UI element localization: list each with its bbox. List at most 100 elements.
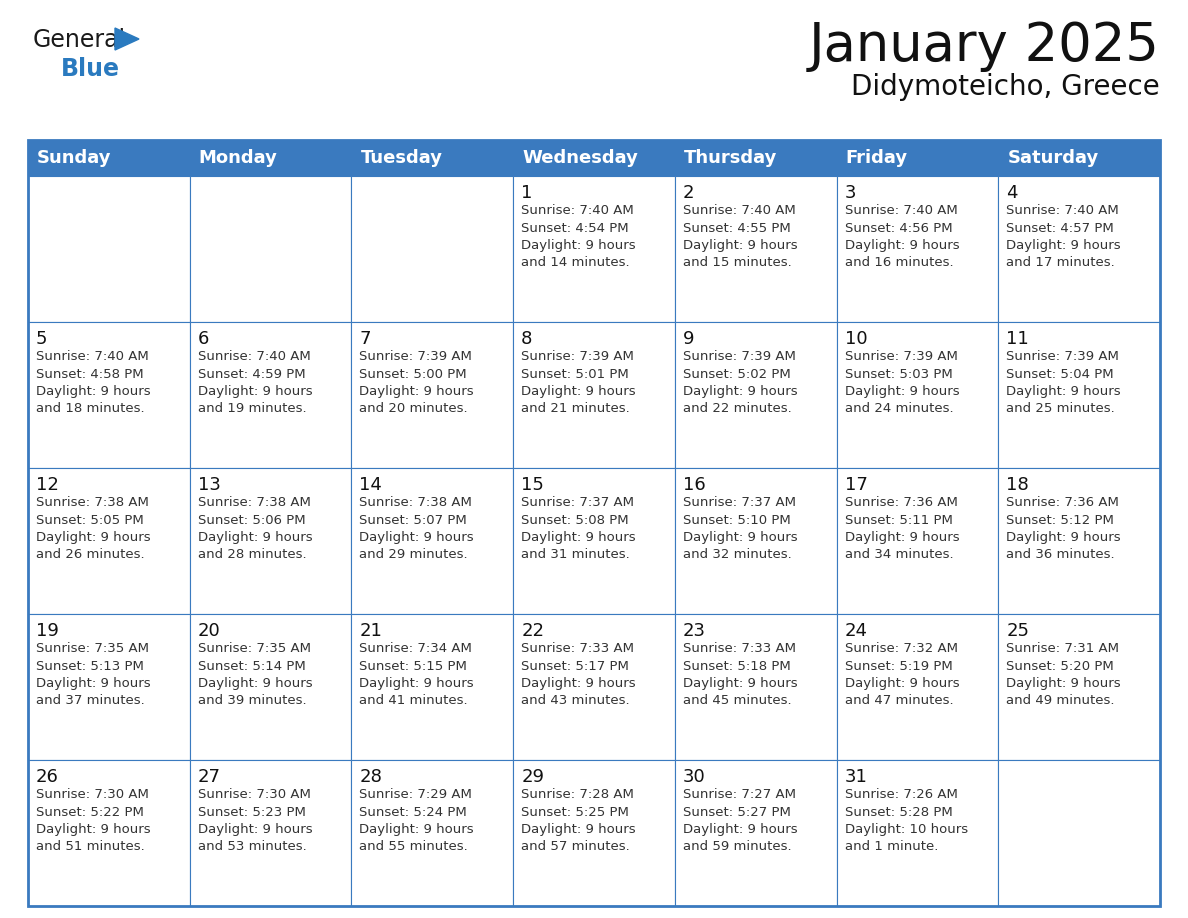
Bar [190, 614, 352, 760]
Bar [836, 322, 998, 468]
Bar [29, 760, 190, 906]
Bar [513, 614, 675, 760]
Bar [352, 468, 513, 614]
Bar [190, 322, 352, 468]
Bar [836, 140, 998, 176]
Bar [352, 760, 513, 906]
Bar [29, 140, 190, 176]
Text: Wednesday: Wednesday [523, 149, 638, 167]
Text: Didymoteicho, Greece: Didymoteicho, Greece [852, 73, 1159, 101]
Text: Sunrise: 7:40 AM
Sunset: 4:58 PM
Daylight: 9 hours
and 18 minutes.: Sunrise: 7:40 AM Sunset: 4:58 PM Dayligh… [36, 350, 151, 416]
Bar [998, 140, 1159, 176]
Text: 19: 19 [36, 622, 59, 640]
Text: 23: 23 [683, 622, 706, 640]
Bar [675, 322, 836, 468]
Bar [675, 468, 836, 614]
Bar [675, 176, 836, 322]
Text: 30: 30 [683, 768, 706, 786]
Bar [998, 322, 1159, 468]
Text: Sunrise: 7:32 AM
Sunset: 5:19 PM
Daylight: 9 hours
and 47 minutes.: Sunrise: 7:32 AM Sunset: 5:19 PM Dayligh… [845, 642, 959, 708]
Text: Sunrise: 7:36 AM
Sunset: 5:11 PM
Daylight: 9 hours
and 34 minutes.: Sunrise: 7:36 AM Sunset: 5:11 PM Dayligh… [845, 496, 959, 562]
Text: Sunrise: 7:39 AM
Sunset: 5:02 PM
Daylight: 9 hours
and 22 minutes.: Sunrise: 7:39 AM Sunset: 5:02 PM Dayligh… [683, 350, 797, 416]
Bar [190, 140, 352, 176]
Bar [675, 614, 836, 760]
Text: 11: 11 [1006, 330, 1029, 348]
Text: 1: 1 [522, 184, 532, 202]
Text: Sunrise: 7:35 AM
Sunset: 5:14 PM
Daylight: 9 hours
and 39 minutes.: Sunrise: 7:35 AM Sunset: 5:14 PM Dayligh… [197, 642, 312, 708]
Text: 9: 9 [683, 330, 694, 348]
Text: Sunrise: 7:34 AM
Sunset: 5:15 PM
Daylight: 9 hours
and 41 minutes.: Sunrise: 7:34 AM Sunset: 5:15 PM Dayligh… [360, 642, 474, 708]
Text: 16: 16 [683, 476, 706, 494]
Text: 17: 17 [845, 476, 867, 494]
Bar [998, 760, 1159, 906]
Bar [998, 614, 1159, 760]
Text: Blue: Blue [61, 57, 120, 81]
Text: 27: 27 [197, 768, 221, 786]
Text: Friday: Friday [846, 149, 908, 167]
Text: 21: 21 [360, 622, 383, 640]
Text: 20: 20 [197, 622, 221, 640]
Text: 8: 8 [522, 330, 532, 348]
Text: 5: 5 [36, 330, 48, 348]
Text: General: General [33, 28, 126, 52]
Text: 22: 22 [522, 622, 544, 640]
Text: 29: 29 [522, 768, 544, 786]
Text: Sunrise: 7:26 AM
Sunset: 5:28 PM
Daylight: 10 hours
and 1 minute.: Sunrise: 7:26 AM Sunset: 5:28 PM Dayligh… [845, 788, 968, 854]
Text: 4: 4 [1006, 184, 1018, 202]
Text: Sunrise: 7:33 AM
Sunset: 5:17 PM
Daylight: 9 hours
and 43 minutes.: Sunrise: 7:33 AM Sunset: 5:17 PM Dayligh… [522, 642, 636, 708]
Bar [998, 468, 1159, 614]
Text: Thursday: Thursday [684, 149, 777, 167]
Text: 26: 26 [36, 768, 59, 786]
Text: Sunrise: 7:40 AM
Sunset: 4:59 PM
Daylight: 9 hours
and 19 minutes.: Sunrise: 7:40 AM Sunset: 4:59 PM Dayligh… [197, 350, 312, 416]
Bar [29, 140, 1159, 906]
Polygon shape [115, 28, 139, 50]
Text: Sunrise: 7:39 AM
Sunset: 5:00 PM
Daylight: 9 hours
and 20 minutes.: Sunrise: 7:39 AM Sunset: 5:00 PM Dayligh… [360, 350, 474, 416]
Text: Monday: Monday [198, 149, 278, 167]
Bar [29, 468, 190, 614]
Text: Sunrise: 7:39 AM
Sunset: 5:03 PM
Daylight: 9 hours
and 24 minutes.: Sunrise: 7:39 AM Sunset: 5:03 PM Dayligh… [845, 350, 959, 416]
Text: 13: 13 [197, 476, 221, 494]
Text: Sunrise: 7:36 AM
Sunset: 5:12 PM
Daylight: 9 hours
and 36 minutes.: Sunrise: 7:36 AM Sunset: 5:12 PM Dayligh… [1006, 496, 1121, 562]
Text: Sunrise: 7:35 AM
Sunset: 5:13 PM
Daylight: 9 hours
and 37 minutes.: Sunrise: 7:35 AM Sunset: 5:13 PM Dayligh… [36, 642, 151, 708]
Text: Sunrise: 7:28 AM
Sunset: 5:25 PM
Daylight: 9 hours
and 57 minutes.: Sunrise: 7:28 AM Sunset: 5:25 PM Dayligh… [522, 788, 636, 854]
Text: 14: 14 [360, 476, 383, 494]
Text: 12: 12 [36, 476, 59, 494]
Text: 25: 25 [1006, 622, 1029, 640]
Text: 18: 18 [1006, 476, 1029, 494]
Text: Sunrise: 7:40 AM
Sunset: 4:56 PM
Daylight: 9 hours
and 16 minutes.: Sunrise: 7:40 AM Sunset: 4:56 PM Dayligh… [845, 204, 959, 270]
Text: Sunrise: 7:27 AM
Sunset: 5:27 PM
Daylight: 9 hours
and 59 minutes.: Sunrise: 7:27 AM Sunset: 5:27 PM Dayligh… [683, 788, 797, 854]
Bar [190, 468, 352, 614]
Text: Sunrise: 7:31 AM
Sunset: 5:20 PM
Daylight: 9 hours
and 49 minutes.: Sunrise: 7:31 AM Sunset: 5:20 PM Dayligh… [1006, 642, 1121, 708]
Text: 2: 2 [683, 184, 694, 202]
Bar [513, 322, 675, 468]
Bar [352, 140, 513, 176]
Bar [352, 322, 513, 468]
Bar [513, 176, 675, 322]
Bar [513, 140, 675, 176]
Text: Sunrise: 7:40 AM
Sunset: 4:54 PM
Daylight: 9 hours
and 14 minutes.: Sunrise: 7:40 AM Sunset: 4:54 PM Dayligh… [522, 204, 636, 270]
Text: Sunrise: 7:37 AM
Sunset: 5:08 PM
Daylight: 9 hours
and 31 minutes.: Sunrise: 7:37 AM Sunset: 5:08 PM Dayligh… [522, 496, 636, 562]
Bar [190, 176, 352, 322]
Bar [190, 760, 352, 906]
Text: Sunrise: 7:39 AM
Sunset: 5:01 PM
Daylight: 9 hours
and 21 minutes.: Sunrise: 7:39 AM Sunset: 5:01 PM Dayligh… [522, 350, 636, 416]
Text: Tuesday: Tuesday [360, 149, 442, 167]
Text: 28: 28 [360, 768, 383, 786]
Text: Sunrise: 7:30 AM
Sunset: 5:23 PM
Daylight: 9 hours
and 53 minutes.: Sunrise: 7:30 AM Sunset: 5:23 PM Dayligh… [197, 788, 312, 854]
Bar [836, 760, 998, 906]
Text: 15: 15 [522, 476, 544, 494]
Text: Sunrise: 7:40 AM
Sunset: 4:57 PM
Daylight: 9 hours
and 17 minutes.: Sunrise: 7:40 AM Sunset: 4:57 PM Dayligh… [1006, 204, 1121, 270]
Bar [513, 760, 675, 906]
Bar [29, 614, 190, 760]
Bar [352, 614, 513, 760]
Text: Sunrise: 7:30 AM
Sunset: 5:22 PM
Daylight: 9 hours
and 51 minutes.: Sunrise: 7:30 AM Sunset: 5:22 PM Dayligh… [36, 788, 151, 854]
Text: Sunrise: 7:29 AM
Sunset: 5:24 PM
Daylight: 9 hours
and 55 minutes.: Sunrise: 7:29 AM Sunset: 5:24 PM Dayligh… [360, 788, 474, 854]
Bar [352, 176, 513, 322]
Text: Sunrise: 7:40 AM
Sunset: 4:55 PM
Daylight: 9 hours
and 15 minutes.: Sunrise: 7:40 AM Sunset: 4:55 PM Dayligh… [683, 204, 797, 270]
Bar [675, 140, 836, 176]
Bar [675, 760, 836, 906]
Text: 31: 31 [845, 768, 867, 786]
Text: 7: 7 [360, 330, 371, 348]
Text: Sunrise: 7:37 AM
Sunset: 5:10 PM
Daylight: 9 hours
and 32 minutes.: Sunrise: 7:37 AM Sunset: 5:10 PM Dayligh… [683, 496, 797, 562]
Text: Sunrise: 7:39 AM
Sunset: 5:04 PM
Daylight: 9 hours
and 25 minutes.: Sunrise: 7:39 AM Sunset: 5:04 PM Dayligh… [1006, 350, 1121, 416]
Text: 24: 24 [845, 622, 867, 640]
